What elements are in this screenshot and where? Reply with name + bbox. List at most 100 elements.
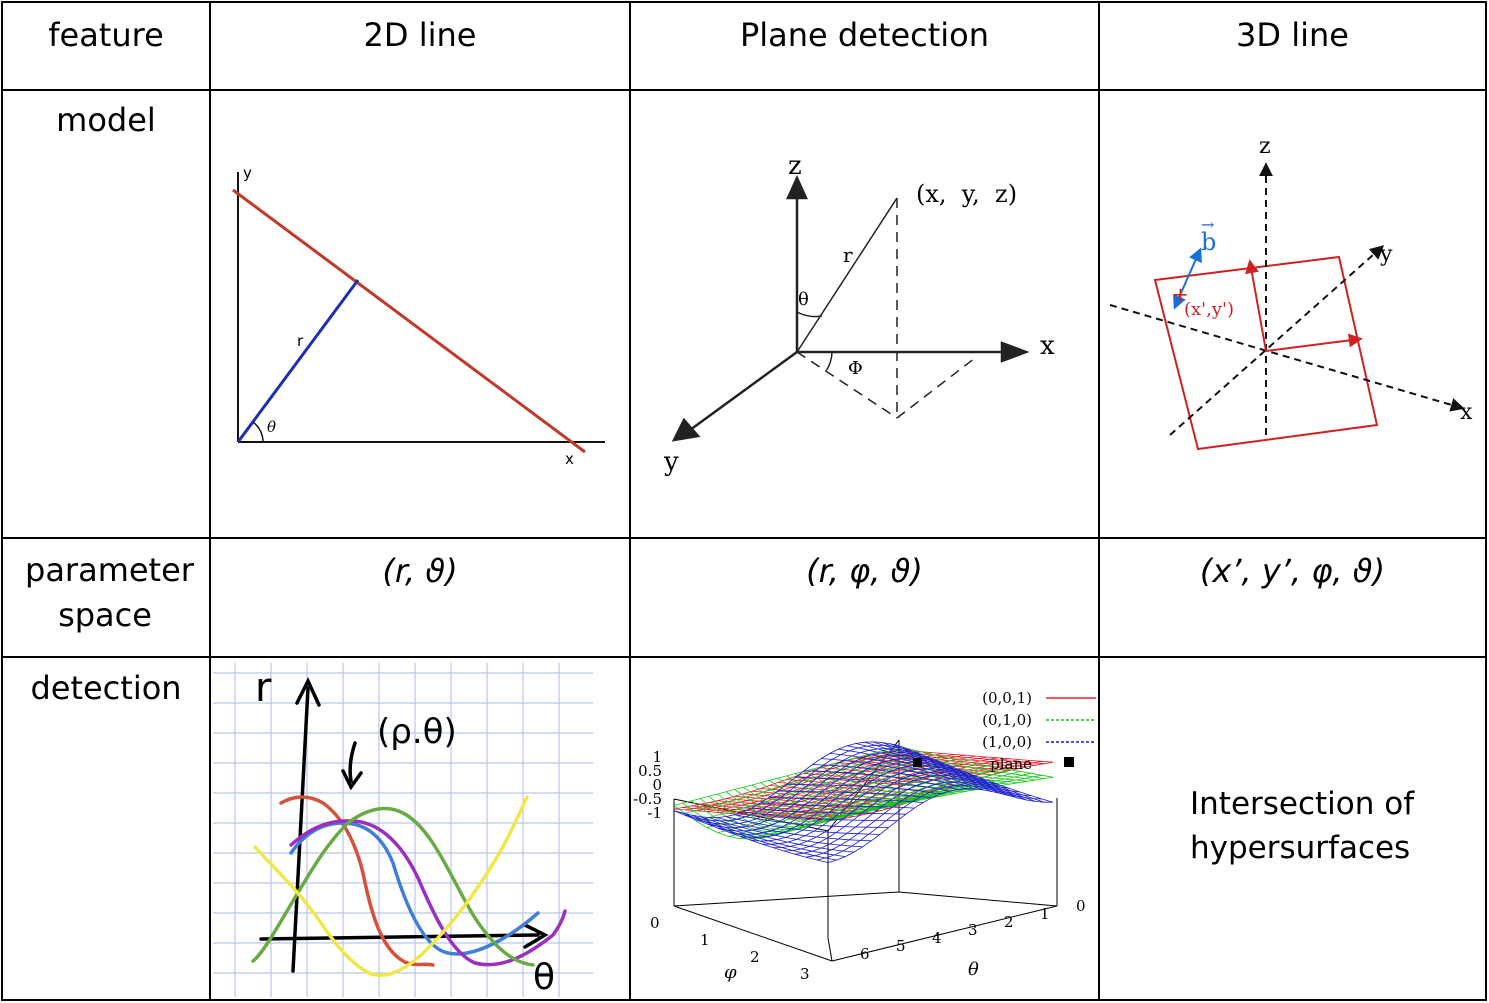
- legend-label: (0,1,0): [982, 711, 1032, 729]
- mesh-line: [864, 741, 1019, 799]
- axis-y-label: y: [663, 447, 679, 477]
- sketch-r-label: r: [255, 665, 272, 711]
- mesh-line: [673, 810, 829, 863]
- mesh-line: [691, 814, 846, 857]
- theta-tick-label: 5: [896, 937, 906, 955]
- theta-tick-label: 2: [1004, 913, 1014, 931]
- diagram-2d-line: y x r θ: [232, 164, 605, 468]
- mesh-line: [777, 777, 932, 809]
- row-label-parameter-space: parameter space: [25, 551, 194, 634]
- diagram-plane: z x y (x, y, z) r θ Φ: [663, 151, 1055, 477]
- normal-r: [236, 279, 360, 443]
- legend-label: plane: [990, 755, 1032, 773]
- mesh-line: [708, 817, 863, 848]
- sketch-grid: [213, 663, 593, 997]
- plane-rect: [1153, 255, 1379, 451]
- mesh-line: [769, 796, 924, 803]
- point-label: (x, y, z): [916, 180, 1017, 208]
- sketch-theta-label: θ: [533, 957, 555, 997]
- theta-tick-label: 3: [968, 921, 978, 939]
- header-2d-line: 2D line: [363, 16, 477, 54]
- mesh-line: [890, 743, 1045, 803]
- mesh-line: [898, 745, 1054, 803]
- axis-y-label: y: [1379, 242, 1393, 267]
- mesh-line: [872, 741, 1028, 801]
- theta-tick-label: 4: [932, 929, 942, 947]
- z-tick-label: 0.5: [638, 762, 662, 780]
- phi-tick-label: 3: [800, 965, 810, 983]
- mesh-line: [699, 816, 855, 853]
- z-tick-label: 1: [652, 748, 662, 766]
- axis-x-label: x: [565, 450, 574, 468]
- header-feature: feature: [48, 16, 164, 54]
- plot-legend: (0,0,1) (0,1,0) (1,0,0) plane: [982, 689, 1096, 773]
- mesh-line: [821, 758, 976, 790]
- mesh-line: [898, 746, 1054, 778]
- mesh-line: [812, 764, 967, 790]
- theta-axis-label: θ: [968, 959, 979, 980]
- detection-sketch: r (ρ.θ) θ: [213, 663, 593, 997]
- curve-green: [251, 806, 535, 967]
- param-plane: (r, φ, ϑ): [806, 552, 923, 590]
- mesh-line: [855, 743, 1010, 797]
- row-label-model: model: [56, 101, 156, 139]
- intersection-note: Intersection of hypersurfaces: [1190, 786, 1415, 866]
- theta-label: θ: [798, 289, 809, 310]
- axis-z-label: z: [1259, 135, 1271, 159]
- r-label: r: [843, 243, 853, 267]
- theta-tick-label: 0: [1076, 897, 1086, 915]
- axis-x-label: x: [1040, 331, 1055, 361]
- mesh-line: [786, 784, 941, 795]
- vector-b-arrow: →: [1201, 215, 1214, 234]
- mesh-line: [751, 807, 906, 815]
- mesh-line: [890, 748, 1045, 779]
- phi-tick-label: 1: [700, 931, 710, 949]
- legend-label: (0,0,1): [982, 689, 1032, 707]
- header-3d-line: 3D line: [1236, 16, 1349, 54]
- mesh-line: [734, 814, 889, 828]
- theta-label: θ: [267, 418, 276, 436]
- phi-axis-label: φ: [724, 962, 737, 983]
- z-tick-label: -1: [647, 804, 662, 822]
- axis-z-label: z: [788, 151, 802, 181]
- r-label: r: [297, 332, 304, 350]
- phi-label: Φ: [848, 358, 863, 379]
- axis-y-label: y: [243, 164, 252, 182]
- mesh-line: [777, 790, 932, 799]
- mesh-line: [743, 811, 898, 822]
- curve-yellow: [253, 795, 529, 977]
- mesh-line: [847, 760, 1002, 773]
- xy-label: (x',y'): [1184, 299, 1234, 320]
- mesh-line: [829, 753, 984, 791]
- mesh-line: [717, 817, 872, 842]
- mesh-line: [803, 770, 958, 790]
- axis-x-label: x: [1460, 400, 1473, 425]
- legend-label: (1,0,0): [982, 733, 1032, 751]
- plane-marker: [913, 758, 922, 767]
- mesh-line: [881, 742, 1036, 802]
- param-2d-line: (r, ϑ): [382, 552, 458, 590]
- phi-tick-label: 2: [750, 948, 760, 966]
- mesh-line: [760, 802, 915, 809]
- param-3d-line: (x’, y’, φ, ϑ): [1199, 552, 1386, 590]
- plus-marker: +: [1172, 282, 1189, 306]
- vector-b-label: b: [1201, 228, 1216, 256]
- z-tick-label: -0.5: [633, 790, 662, 808]
- mesh-line: [847, 745, 1002, 794]
- phi-tick-label: 0: [650, 914, 660, 932]
- diagram-3d-line: + z y x b → (x',y'): [1109, 135, 1473, 451]
- mesh-line: [725, 816, 880, 835]
- mesh-line: [691, 805, 846, 819]
- mesh-line: [864, 755, 1019, 784]
- row-label-detection: detection: [30, 669, 182, 707]
- surface-mesh: [673, 741, 1054, 863]
- z-tick-label: 0: [652, 776, 662, 794]
- theta-tick-label: 1: [1040, 905, 1050, 923]
- line-2d: [232, 188, 586, 454]
- mesh-line: [812, 768, 967, 797]
- mesh-line: [898, 749, 1054, 763]
- header-plane-detection: Plane detection: [739, 16, 990, 54]
